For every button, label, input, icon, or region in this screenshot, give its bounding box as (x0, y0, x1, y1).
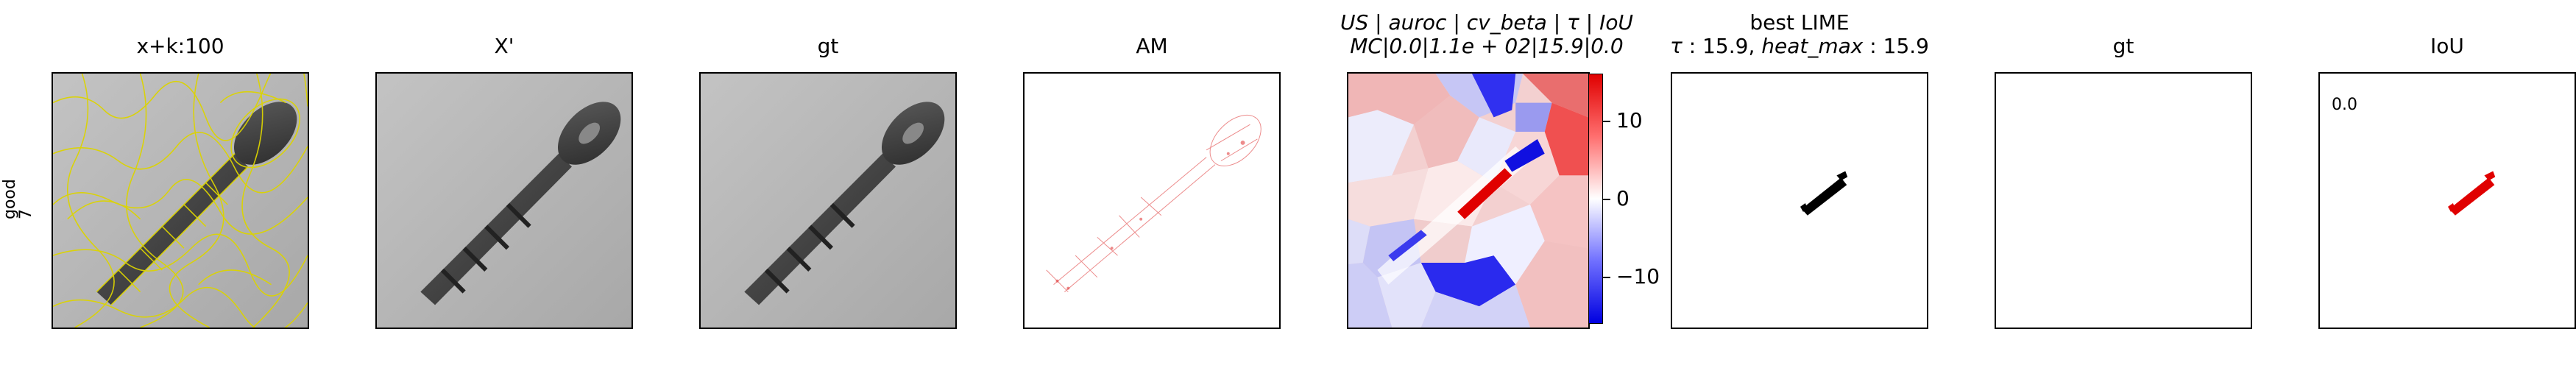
lime-heatmap-image (1347, 72, 1590, 329)
metric-name-tau: τ (1567, 10, 1579, 35)
title-separator: | (1546, 10, 1568, 35)
colorbar-tick-label: −10 (1616, 264, 1660, 289)
anomaly-map-image (1023, 72, 1281, 329)
heat-max-value: : 15.9 (1863, 34, 1929, 58)
reconstruction-svg (377, 74, 631, 328)
iou-overlay-svg (2320, 74, 2575, 328)
panel-title-metrics-line1: US | auroc | cv_beta | τ | IoU (1222, 10, 1752, 35)
lime-heatmap-svg (1348, 74, 1588, 328)
colorbar-tick-mark (1603, 277, 1610, 278)
ground-truth-svg (701, 74, 955, 328)
best-lime-mask-image (1671, 72, 1928, 329)
metric-name-us: US (1340, 10, 1369, 35)
panel-title-gt-image: gt (817, 34, 839, 58)
panel-title-superpixels: x+k:100 (136, 34, 224, 58)
title-separator: | (1579, 10, 1600, 35)
anomaly-map-svg (1025, 74, 1279, 328)
ground-truth-image (699, 72, 957, 329)
metric-name-auroc: auroc (1388, 10, 1447, 35)
superpixel-overlay-image (52, 72, 309, 329)
colorbar-tick-label: 0 (1616, 186, 1630, 210)
row-label-index: 7 (17, 209, 35, 219)
reconstruction-image (375, 72, 633, 329)
tau-value: : 15.9, (1682, 34, 1762, 58)
title-separator: | (1446, 10, 1467, 35)
panel-title-best-lime-line1: best LIME (1749, 10, 1850, 35)
colorbar (1588, 74, 1603, 324)
colorbar-tick-label: 10 (1616, 108, 1643, 132)
colorbar-tick-mark (1603, 199, 1610, 200)
ground-truth-mask-image (1995, 72, 2252, 329)
title-separator: | (1368, 10, 1389, 35)
panel-title-gt-mask: gt (2112, 34, 2134, 58)
panel-title-metrics-line2: MC|0.0|1.1e + 02|15.9|0.0 (1222, 34, 1752, 59)
tau-symbol: τ (1670, 34, 1682, 58)
heat-max-label: heat_max (1761, 34, 1864, 58)
iou-value: 0.0 (2332, 96, 2357, 114)
metric-name-iou: IoU (1599, 10, 1634, 35)
iou-overlay-image: 0.0 (2318, 72, 2576, 329)
ground-truth-mask-svg (1996, 74, 2251, 328)
panel-title-iou: IoU (2430, 34, 2464, 58)
metric-values: MC|0.0|1.1e + 02|15.9|0.0 (1350, 34, 1624, 58)
superpixel-svg (53, 74, 308, 328)
metric-name-cv-beta: cv_beta (1466, 10, 1547, 35)
colorbar-tick-mark (1603, 121, 1610, 122)
panel-title-reconstruction: X' (494, 34, 514, 58)
row-label: good 7 (1, 179, 35, 227)
panel-title-best-lime-line2: τ : 15.9, heat_max : 15.9 (1627, 34, 1972, 59)
panel-title-anomaly-map: AM (1136, 34, 1168, 58)
best-lime-mask-svg (1672, 74, 1927, 328)
